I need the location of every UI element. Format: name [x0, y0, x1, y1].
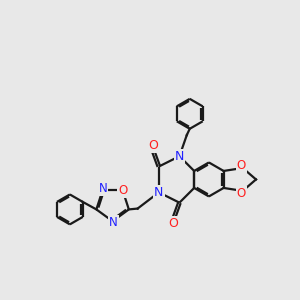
Text: N: N: [109, 216, 118, 229]
Text: N: N: [154, 186, 164, 199]
Text: O: O: [237, 187, 246, 200]
Text: N: N: [99, 182, 107, 195]
Text: O: O: [169, 217, 178, 230]
Text: O: O: [148, 140, 158, 152]
Text: O: O: [118, 184, 127, 197]
Text: N: N: [175, 150, 184, 163]
Text: O: O: [237, 159, 246, 172]
